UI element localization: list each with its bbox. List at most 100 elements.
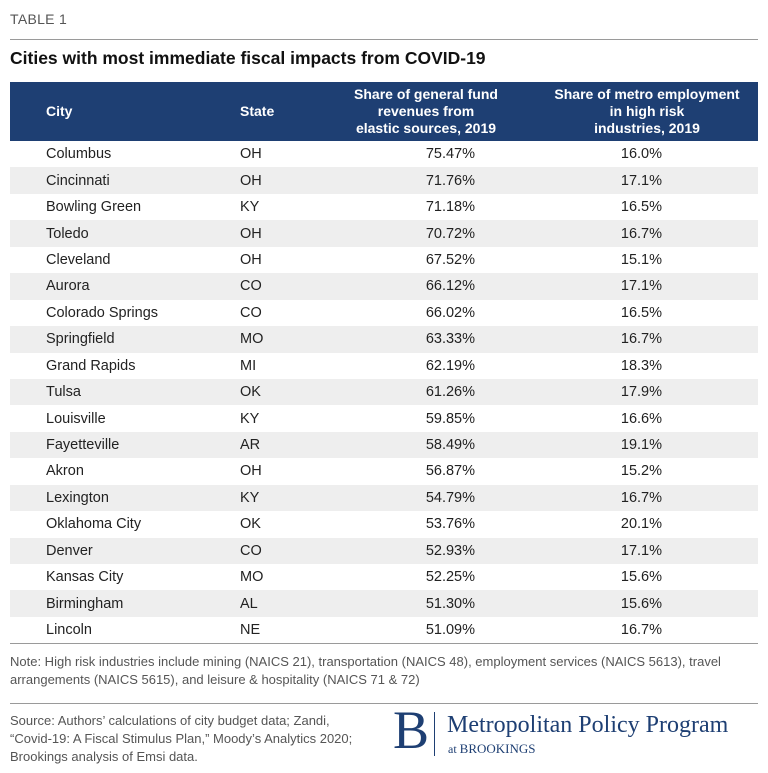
cell-state: KY: [240, 410, 260, 427]
header-employment-line-2: in high risk: [609, 103, 685, 119]
cell-employment-share: 16.6%: [620, 410, 662, 427]
cell-employment-share: 19.1%: [536, 431, 758, 459]
table-header-row: City State Share of general fund revenue…: [10, 82, 758, 141]
cell-state: KY: [240, 199, 260, 216]
cell-revenue-share: 59.85%: [425, 410, 475, 427]
cell-revenue-share: 51.09%: [425, 622, 475, 639]
cell-city: Cincinnati: [10, 167, 240, 194]
footer-divider: [10, 703, 758, 704]
header-revenue-line-3: elastic sources, 2019: [355, 120, 497, 136]
table-row: Akron OH 56.87% 15.2%: [10, 458, 758, 484]
cell-city: Columbus: [46, 146, 112, 163]
cell-employment-share: 17.1%: [536, 537, 758, 564]
table-row: Springfield MO 63.33% 16.7%: [10, 326, 758, 353]
table-row: Aurora CO 66.12% 17.1%: [10, 273, 758, 300]
source-text: Source: Authors’ calculations of city bu…: [10, 713, 353, 764]
cell-state: OH: [240, 167, 316, 194]
cell-city: Denver: [10, 537, 240, 564]
header-city: City: [10, 82, 240, 141]
cell-city: Birmingham: [10, 590, 240, 617]
cell-state: OK: [240, 378, 316, 406]
table-row: Cincinnati OH 71.76% 17.1%: [10, 167, 758, 194]
cell-employment-share: 16.7%: [536, 326, 758, 353]
table-row: Bowling Green KY 71.18% 16.5%: [10, 194, 758, 220]
table-row: Oklahoma City OK 53.76% 20.1%: [10, 511, 758, 537]
cell-employment-share: 15.6%: [620, 569, 662, 586]
cell-state: KY: [240, 484, 316, 512]
cell-state: OH: [240, 463, 262, 480]
cell-state: OH: [240, 146, 262, 163]
cell-state: AR: [240, 431, 316, 459]
cell-revenue-share: 71.76%: [316, 167, 536, 194]
cell-city: Bowling Green: [46, 199, 142, 216]
logo-program-name: Metropolitan Policy Program: [447, 712, 729, 738]
cell-city: Toledo: [10, 220, 240, 247]
table-row: Fayetteville AR 58.49% 19.1%: [10, 431, 758, 459]
cell-revenue-share: 63.33%: [316, 326, 536, 353]
table-row: Kansas City MO 52.25% 15.6%: [10, 564, 758, 590]
cell-revenue-share: 56.87%: [425, 463, 475, 480]
cell-state: OH: [240, 251, 262, 268]
fiscal-impact-table: City State Share of general fund revenue…: [10, 82, 758, 643]
cell-revenue-share: 67.52%: [425, 251, 475, 268]
cell-employment-share: 16.7%: [536, 220, 758, 247]
cell-state: OK: [240, 516, 261, 533]
cell-city: Aurora: [10, 273, 240, 300]
cell-revenue-share: 66.02%: [425, 304, 475, 321]
cell-revenue-share: 51.30%: [316, 590, 536, 617]
top-divider: [10, 39, 758, 40]
cell-city: Akron: [46, 463, 84, 480]
cell-revenue-share: 54.79%: [316, 484, 536, 512]
table-row: Toledo OH 70.72% 16.7%: [10, 220, 758, 247]
cell-employment-share: 18.3%: [620, 357, 662, 374]
cell-revenue-share: 58.49%: [316, 431, 536, 459]
cell-employment-share: 16.5%: [620, 199, 662, 216]
cell-state: NE: [240, 622, 261, 639]
cell-city: Kansas City: [46, 569, 124, 586]
cell-revenue-share: 70.72%: [316, 220, 536, 247]
cell-state: CO: [240, 304, 262, 321]
table-row: Louisville KY 59.85% 16.6%: [10, 405, 758, 431]
cell-employment-share: 15.2%: [620, 463, 662, 480]
table-body: Columbus OH 75.47% 16.0% Cincinnati OH 71.76% 1…: [10, 141, 758, 643]
cell-city: Springfield: [10, 326, 240, 353]
cell-employment-share: 17.1%: [536, 273, 758, 300]
cell-city: Cleveland: [46, 251, 111, 268]
cell-employment-share: 15.6%: [536, 590, 758, 617]
header-state: State: [240, 82, 316, 141]
cell-revenue-share: 66.12%: [316, 273, 536, 300]
cell-revenue-share: 52.25%: [425, 569, 475, 586]
cell-employment-share: 16.0%: [620, 146, 662, 163]
cell-city: Colorado Springs: [46, 304, 159, 321]
logo-divider: [434, 712, 435, 756]
cell-city: Lexington: [10, 484, 240, 512]
table-row: Lincoln NE 51.09% 16.7%: [10, 617, 758, 643]
cell-employment-share: 15.1%: [620, 251, 662, 268]
cell-revenue-share: 61.26%: [316, 378, 536, 406]
cell-revenue-share: 53.76%: [425, 516, 475, 533]
cell-revenue-share: 75.47%: [425, 146, 475, 163]
header-revenue-line-2: revenues from: [377, 103, 475, 119]
cell-city: Fayetteville: [10, 431, 240, 459]
logo-letter: B: [393, 700, 430, 760]
logo-org: BROOKINGS: [459, 741, 536, 756]
header-revenue-share: Share of general fund revenues from elas…: [316, 82, 536, 141]
header-employment-share: Share of metro employment in high risk i…: [536, 82, 758, 141]
cell-employment-share: 16.7%: [620, 622, 662, 639]
header-revenue-line-1: Share of general fund: [354, 86, 498, 102]
cell-employment-share: 16.5%: [620, 304, 662, 321]
cell-city: Tulsa: [10, 378, 240, 406]
cell-revenue-share: 62.19%: [425, 357, 475, 374]
cell-state: MO: [240, 569, 264, 586]
table-row: Columbus OH 75.47% 16.0%: [10, 141, 758, 167]
cell-state: OH: [240, 220, 316, 247]
table-row: Colorado Springs CO 66.02% 16.5%: [10, 300, 758, 326]
table-label: TABLE 1: [10, 11, 68, 27]
table-row: Birmingham AL 51.30% 15.6%: [10, 590, 758, 617]
table-row: Lexington KY 54.79% 16.7%: [10, 484, 758, 512]
cell-revenue-share: 71.18%: [425, 199, 475, 216]
table-title: Cities with most immediate fiscal impact…: [10, 48, 486, 68]
cell-state: MO: [240, 326, 316, 353]
cell-state: MI: [240, 357, 257, 374]
table-note: Note: High risk industries include minin…: [10, 654, 721, 687]
